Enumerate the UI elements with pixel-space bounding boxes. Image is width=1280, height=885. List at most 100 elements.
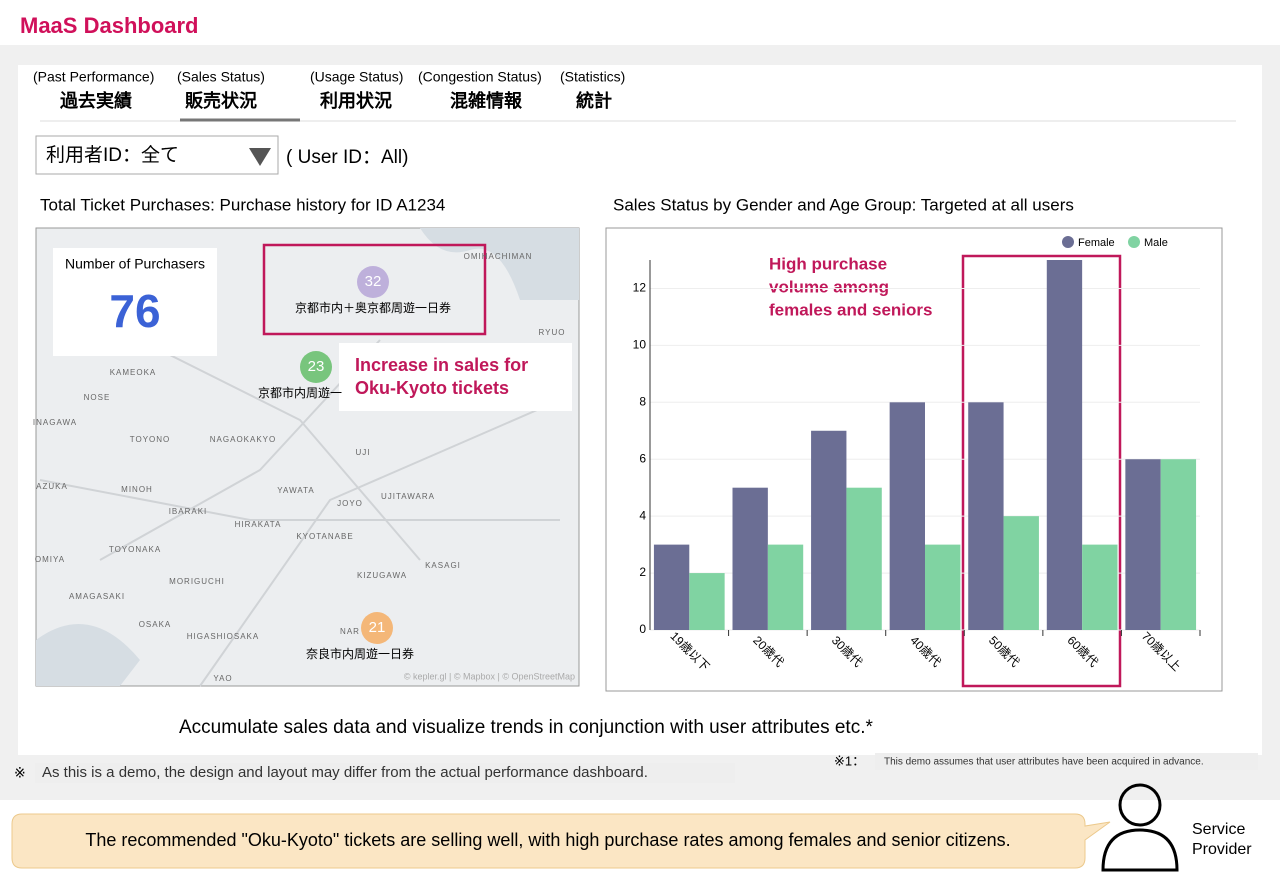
legend-swatch bbox=[1128, 236, 1140, 248]
place-name: MORIGUCHI bbox=[169, 577, 225, 586]
roads bbox=[39, 299, 561, 687]
place-name: KYOTANABE bbox=[296, 532, 353, 541]
bar bbox=[1125, 459, 1161, 630]
tab[interactable]: 販売状況 bbox=[185, 90, 257, 111]
bar bbox=[1003, 516, 1039, 630]
place-name: NOSE bbox=[84, 393, 111, 402]
legend-swatch bbox=[1062, 236, 1074, 248]
attribution: © kepler.gl | © Mapbox | © OpenStreetMap bbox=[404, 671, 575, 681]
cluster-count: 21 bbox=[369, 619, 386, 636]
message: The recommended "Oku-Kyoto" tickets are … bbox=[85, 830, 1010, 850]
bar bbox=[732, 487, 768, 630]
place-name: RYUO bbox=[539, 328, 566, 337]
place-name: KAMEOKA bbox=[110, 368, 157, 377]
role: Service bbox=[1192, 821, 1245, 838]
message-bubble bbox=[11, 813, 1111, 869]
cluster-label: 京都市内＋奥京都周遊一日券 bbox=[295, 300, 451, 315]
callout: Oku-Kyoto tickets bbox=[355, 378, 509, 398]
place-name: UJI bbox=[356, 448, 371, 457]
place-name: TOYONAKA bbox=[109, 545, 161, 554]
bar bbox=[767, 544, 804, 630]
place-name: OMIYA bbox=[35, 555, 65, 564]
place-name: INAGAWA bbox=[33, 418, 77, 427]
note-bg bbox=[35, 763, 735, 783]
kpi-value: 76 bbox=[109, 285, 160, 337]
place-name: HIGASHIOSAKA bbox=[187, 632, 259, 641]
bar bbox=[846, 487, 882, 630]
tab[interactable]: 混雑情報 bbox=[450, 90, 523, 111]
bar bbox=[1046, 260, 1083, 630]
y-tick-label: 6 bbox=[639, 451, 646, 465]
y-tick-label: 0 bbox=[639, 622, 646, 636]
place-name: OSAKA bbox=[139, 620, 172, 629]
place-name: YAO bbox=[213, 674, 232, 683]
highlight-box bbox=[961, 254, 1122, 688]
legend-label: Male bbox=[1144, 237, 1168, 249]
annotation: High purchase bbox=[769, 254, 887, 273]
place-name: NAGAOKAKYO bbox=[210, 435, 276, 444]
role: Provider bbox=[1192, 841, 1252, 858]
select-arrow bbox=[249, 148, 271, 166]
tab-en: (Past Performance) bbox=[33, 69, 154, 85]
place-name: TOYONO bbox=[130, 435, 171, 444]
tab[interactable]: 利用状況 bbox=[320, 90, 392, 111]
bay bbox=[36, 624, 140, 686]
place-name: JOYO bbox=[337, 499, 363, 508]
legend-label: Female bbox=[1078, 237, 1115, 249]
y-tick-label: 10 bbox=[633, 338, 647, 352]
y-tick-label: 4 bbox=[639, 508, 646, 522]
note-mark: ※1： bbox=[834, 753, 865, 768]
tab[interactable]: 過去実績 bbox=[60, 90, 132, 111]
tab[interactable]: 統計 bbox=[576, 90, 612, 111]
cluster bbox=[300, 351, 332, 383]
user-select[interactable] bbox=[35, 135, 279, 175]
bar bbox=[653, 544, 690, 630]
place-name: UJITAWARA bbox=[381, 492, 435, 501]
highlight-box bbox=[262, 243, 487, 336]
annotation: volume among bbox=[769, 277, 889, 296]
bar bbox=[968, 402, 1004, 630]
note: This demo assumes that user attributes h… bbox=[884, 757, 1204, 768]
bar bbox=[689, 573, 725, 630]
place-name: YAWATA bbox=[277, 486, 314, 495]
cluster bbox=[357, 266, 389, 298]
app-title: MaaS Dashboard bbox=[20, 13, 199, 38]
kpi-label: Number of Purchasers bbox=[65, 256, 205, 272]
place-name: KIZUGAWA bbox=[357, 571, 407, 580]
tab-en: (Congestion Status) bbox=[418, 69, 542, 85]
cluster bbox=[361, 612, 393, 644]
chart-title: Sales Status by Gender and Age Group: Ta… bbox=[613, 195, 1074, 214]
map-title: Total Ticket Purchases: Purchase history… bbox=[40, 195, 445, 214]
bar bbox=[889, 402, 925, 630]
bar bbox=[1160, 459, 1197, 630]
place-name: KASAGI bbox=[425, 561, 461, 570]
tab-en: (Sales Status) bbox=[177, 69, 265, 85]
kpi-card bbox=[53, 248, 217, 356]
place-name: OMIHACHIMAN bbox=[464, 252, 533, 261]
y-tick-label: 12 bbox=[633, 281, 647, 295]
select-text: 利用者ID：全て bbox=[46, 144, 179, 166]
y-tick-label: 2 bbox=[639, 565, 646, 579]
bar bbox=[811, 430, 847, 630]
person-body bbox=[1101, 828, 1179, 872]
tab-en: (Usage Status) bbox=[310, 69, 403, 85]
note-mark: ※ bbox=[14, 765, 26, 781]
note-bg bbox=[875, 753, 1258, 770]
place-name: AMAGASAKI bbox=[69, 592, 125, 601]
cluster-count: 23 bbox=[308, 358, 325, 375]
callout-box bbox=[339, 343, 572, 411]
bar bbox=[925, 544, 961, 630]
tab-en: (Statistics) bbox=[560, 69, 625, 85]
place-name: HIRAKATA bbox=[235, 520, 282, 529]
place-name: AZUKA bbox=[36, 482, 68, 491]
caption: Accumulate sales data and visualize tren… bbox=[179, 717, 873, 738]
bar bbox=[1082, 544, 1118, 630]
place-name: MINOH bbox=[121, 485, 153, 494]
annotation: females and seniors bbox=[769, 300, 932, 319]
cluster-label: 奈良市内周遊一日券 bbox=[306, 646, 414, 661]
place-name: NAR bbox=[340, 627, 360, 636]
note: As this is a demo, the design and layout… bbox=[42, 764, 648, 781]
callout: Increase in sales for bbox=[355, 355, 528, 375]
